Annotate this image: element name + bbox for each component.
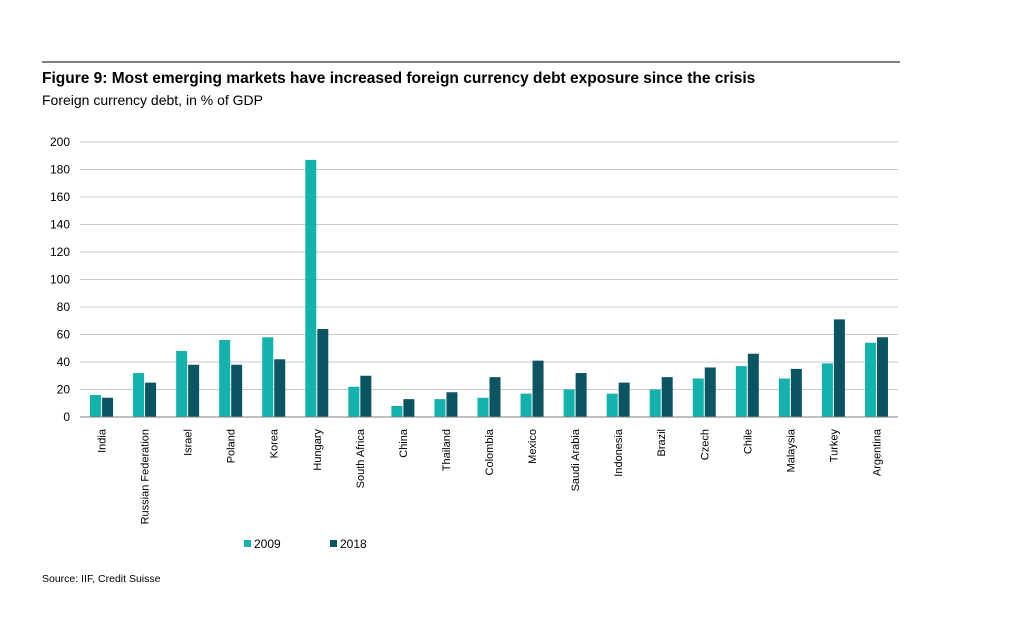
bar-2018-south-africa	[360, 375, 372, 417]
x-tick-label: India	[97, 428, 109, 453]
bar-2009-korea	[262, 337, 274, 417]
bar-2009-mexico	[520, 393, 532, 417]
bar-2018-chile	[747, 353, 759, 417]
y-tick-label: 180	[50, 163, 70, 177]
bar-2018-brazil	[661, 377, 673, 417]
bar-2018-poland	[231, 364, 243, 417]
x-tick-label: Korea	[269, 428, 281, 458]
x-tick-label: Czech	[699, 429, 711, 460]
gridlines	[80, 141, 898, 390]
bar-2009-turkey	[821, 363, 833, 417]
legend-swatch-2009	[244, 540, 251, 547]
y-tick-label: 120	[50, 245, 70, 259]
x-tick-label: South Africa	[355, 428, 367, 488]
bar-2009-israel	[176, 351, 188, 417]
x-tick-label: Hungary	[312, 429, 324, 471]
x-tick-label: Russian Federation	[140, 429, 152, 524]
bar-2018-turkey	[833, 319, 845, 417]
x-tick-label: Indonesia	[613, 428, 625, 477]
x-tick-label: Mexico	[527, 429, 539, 464]
bar-2009-thailand	[434, 399, 446, 417]
title-rule	[42, 61, 900, 63]
bar-2018-malaysia	[790, 368, 802, 417]
x-tick-label: Saudi Arabia	[570, 428, 582, 491]
bar-2018-czech	[704, 367, 716, 417]
bar-2018-israel	[188, 364, 200, 417]
y-tick-label: 20	[57, 383, 71, 397]
legend-swatch-2018	[330, 540, 337, 547]
x-tick-label: Israel	[183, 429, 195, 456]
y-tick-label: 140	[50, 218, 70, 232]
bar-2009-malaysia	[778, 378, 790, 417]
bar-2018-india	[102, 397, 114, 417]
x-axis-ticks: India Russian Federation Israel Poland Korea…	[97, 428, 884, 524]
bar-2009-argentina	[864, 342, 876, 417]
y-tick-label: 60	[57, 328, 71, 342]
chart-subtitle: Foreign currency debt, in % of GDP	[42, 92, 263, 108]
y-tick-label: 40	[57, 355, 71, 369]
bar-2018-argentina	[876, 337, 888, 417]
bar-2009-czech	[692, 378, 704, 417]
bar-2018-thailand	[446, 392, 458, 417]
bar-2018-china	[403, 399, 415, 417]
bar-2018-mexico	[532, 360, 544, 417]
bar-2009-poland	[219, 340, 231, 417]
bar-2009-south-africa	[348, 386, 360, 417]
bar-2009-china	[391, 406, 403, 417]
y-tick-label: 160	[50, 190, 70, 204]
bar-2018-indonesia	[618, 382, 630, 417]
y-tick-label: 100	[50, 273, 70, 287]
y-tick-label: 80	[57, 300, 71, 314]
bar-2009-russian-federation	[133, 373, 145, 417]
chart-title: Figure 9: Most emerging markets have inc…	[42, 70, 756, 87]
bar-2018-colombia	[489, 377, 501, 417]
x-tick-label: Poland	[226, 429, 238, 463]
bar-2009-india	[90, 395, 102, 417]
x-tick-label: Turkey	[828, 429, 840, 463]
source-note: Source: IIF, Credit Suisse	[42, 573, 161, 585]
bar-2009-hungary	[305, 159, 317, 417]
x-tick-label: Brazil	[656, 429, 668, 457]
y-tick-label: 0	[63, 410, 70, 424]
legend-label-2009: 2009	[254, 537, 281, 551]
x-tick-label: Thailand	[441, 429, 453, 471]
y-axis-ticks: 0 20 40 60 80 100 120 140 160 180 200	[50, 135, 70, 424]
bars	[90, 159, 888, 417]
bar-2009-chile	[735, 366, 747, 417]
bar-2018-saudi-arabia	[575, 373, 587, 417]
bar-2018-hungary	[317, 329, 329, 417]
bar-2018-russian-federation	[145, 382, 157, 417]
legend-label-2018: 2018	[340, 537, 367, 551]
bar-2009-indonesia	[606, 393, 618, 417]
bar-2009-colombia	[477, 397, 489, 417]
bar-2009-brazil	[649, 389, 661, 417]
bar-2018-korea	[274, 359, 286, 417]
y-tick-label: 200	[50, 135, 70, 149]
x-tick-label: Argentina	[871, 428, 883, 476]
x-tick-label: Chile	[742, 429, 754, 454]
x-tick-label: China	[398, 428, 410, 458]
x-tick-label: Malaysia	[785, 428, 797, 472]
legend: 2009 2018	[244, 537, 367, 551]
bar-2009-saudi-arabia	[563, 389, 575, 417]
x-tick-label: Colombia	[484, 428, 496, 475]
